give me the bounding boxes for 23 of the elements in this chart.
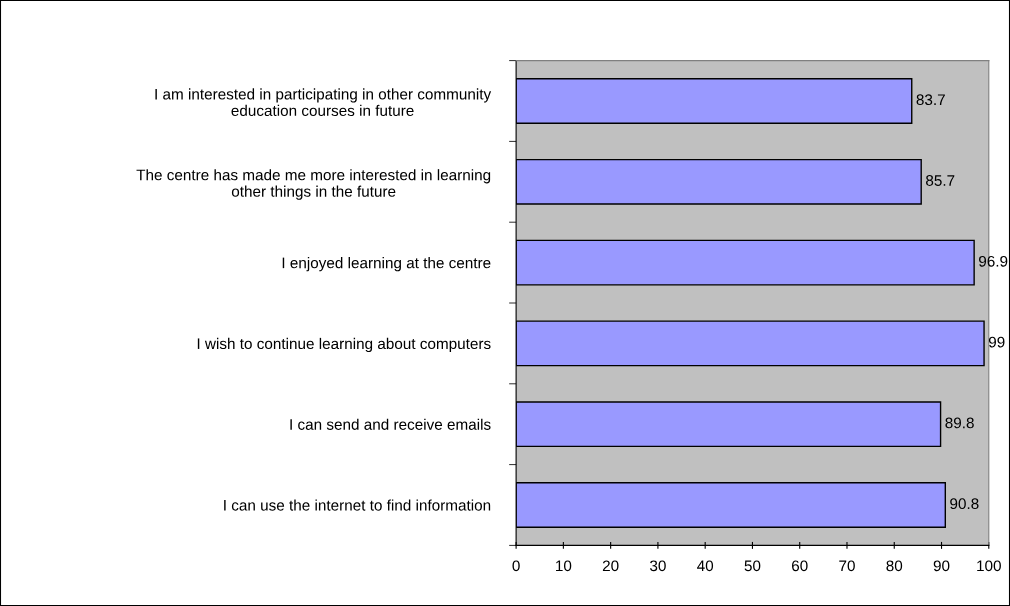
y-tick-label: The centre has made me more interested in learning other things in the future bbox=[136, 169, 491, 200]
y-tick-label: I wish to continue learning about computers bbox=[197, 337, 491, 353]
x-tick-label: 70 bbox=[839, 560, 855, 572]
x-tick-label: 100 bbox=[977, 560, 1001, 572]
y-tick-label: I am interested in participating in other community education courses in future bbox=[155, 88, 492, 117]
data-label: 99 bbox=[988, 336, 1005, 348]
y-tick-label: I can send and receive emails bbox=[290, 418, 491, 430]
y-tick-label: I can use the internet to find information bbox=[224, 499, 491, 511]
data-label: 85.7 bbox=[926, 175, 955, 186]
x-tick-label: 50 bbox=[744, 560, 761, 572]
data-label: 90.8 bbox=[950, 498, 979, 510]
x-tick-label: 20 bbox=[602, 560, 619, 572]
x-tick-label: 30 bbox=[650, 560, 666, 572]
data-label: 83.7 bbox=[916, 94, 945, 106]
x-tick-label: 80 bbox=[886, 560, 903, 572]
data-label: 89.8 bbox=[945, 417, 974, 429]
x-tick-label: 0 bbox=[512, 560, 520, 572]
x-tick-label: 60 bbox=[792, 560, 808, 572]
x-tick-label: 90 bbox=[933, 560, 950, 572]
x-tick-label: 10 bbox=[556, 560, 572, 572]
x-tick-label: 40 bbox=[697, 560, 714, 572]
y-tick-label: I enjoyed learning at the centre bbox=[282, 257, 491, 272]
data-label: 96.9 bbox=[979, 255, 1008, 267]
